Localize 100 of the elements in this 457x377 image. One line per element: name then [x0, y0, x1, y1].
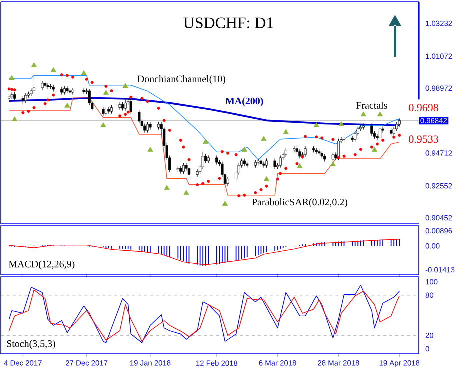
candlestick	[124, 98, 127, 112]
point	[103, 90, 109, 95]
point	[260, 188, 263, 192]
point	[9, 75, 15, 80]
point	[202, 182, 205, 186]
point	[104, 84, 108, 88]
point	[32, 106, 36, 110]
candlestick	[204, 154, 208, 164]
point	[342, 154, 346, 158]
point	[372, 147, 378, 152]
candlestick	[146, 122, 150, 134]
point	[118, 114, 122, 118]
point	[279, 172, 282, 176]
point	[207, 180, 210, 184]
candlestick	[102, 106, 105, 116]
point	[398, 134, 402, 137]
point	[196, 184, 200, 187]
annotation: 0.9698	[409, 104, 438, 112]
candlestick	[41, 80, 44, 90]
point	[130, 96, 133, 99]
point	[31, 62, 38, 68]
candlestick	[396, 122, 398, 132]
point	[140, 97, 144, 100]
point	[110, 90, 114, 93]
point	[314, 122, 320, 128]
point	[157, 107, 160, 110]
series-label: Fractals	[356, 102, 388, 109]
point	[46, 98, 50, 102]
point	[283, 129, 289, 134]
point	[360, 112, 366, 117]
point	[297, 164, 303, 168]
point	[64, 102, 70, 108]
candlestick	[378, 126, 382, 141]
text: USDCHF: D1	[184, 18, 274, 28]
candlestick	[354, 131, 357, 142]
candlestick	[32, 75, 36, 94]
candlestick	[24, 93, 28, 104]
point	[148, 147, 154, 152]
annotation: 0.9533	[409, 136, 438, 144]
point	[370, 146, 374, 149]
point	[184, 190, 190, 196]
candlestick	[265, 158, 268, 168]
candlestick	[284, 148, 288, 158]
candlestick	[370, 123, 374, 136]
candlestick	[279, 155, 282, 168]
point	[242, 147, 248, 152]
series-label: DonchianChannel(10)	[138, 76, 226, 85]
point	[162, 119, 166, 122]
point	[222, 201, 228, 206]
point	[276, 178, 280, 181]
point	[50, 67, 56, 72]
candlestick	[180, 166, 182, 174]
candlestick	[298, 149, 302, 159]
candlestick	[10, 92, 14, 100]
point	[243, 194, 246, 197]
point	[188, 158, 191, 162]
series-label: MA(200)	[226, 98, 264, 107]
point	[254, 191, 258, 194]
candlestick	[72, 88, 74, 96]
candlestick	[188, 166, 191, 178]
point	[359, 148, 362, 152]
point	[85, 78, 88, 82]
candlestick	[202, 152, 204, 170]
candlestick	[149, 122, 152, 130]
candlestick	[304, 146, 307, 158]
point	[392, 136, 396, 139]
point	[8, 88, 11, 91]
point	[320, 136, 324, 140]
point	[265, 184, 268, 188]
point	[90, 81, 94, 84]
point	[284, 167, 288, 170]
point	[179, 138, 182, 142]
point	[71, 76, 74, 79]
candlestick	[118, 102, 122, 110]
point	[60, 74, 64, 77]
point	[164, 185, 170, 190]
point	[66, 74, 69, 78]
text: Stoch(3,5,3)	[7, 340, 56, 350]
point	[146, 100, 150, 104]
candlestick	[66, 86, 69, 94]
point	[330, 162, 336, 167]
candlestick	[144, 123, 146, 134]
point	[12, 116, 18, 122]
text: MACD(12,26,9)	[8, 260, 75, 270]
candlestick	[351, 136, 354, 142]
point	[376, 142, 379, 146]
point	[10, 88, 14, 92]
candlestick	[130, 99, 132, 115]
candlestick	[182, 163, 186, 174]
point	[234, 153, 238, 156]
point	[315, 136, 318, 139]
point	[261, 136, 267, 142]
point	[13, 88, 16, 92]
point	[332, 138, 335, 142]
point	[296, 162, 299, 166]
point	[81, 70, 87, 76]
candlestick	[196, 169, 199, 178]
point	[338, 121, 344, 126]
point	[52, 94, 56, 97]
point	[126, 110, 130, 114]
